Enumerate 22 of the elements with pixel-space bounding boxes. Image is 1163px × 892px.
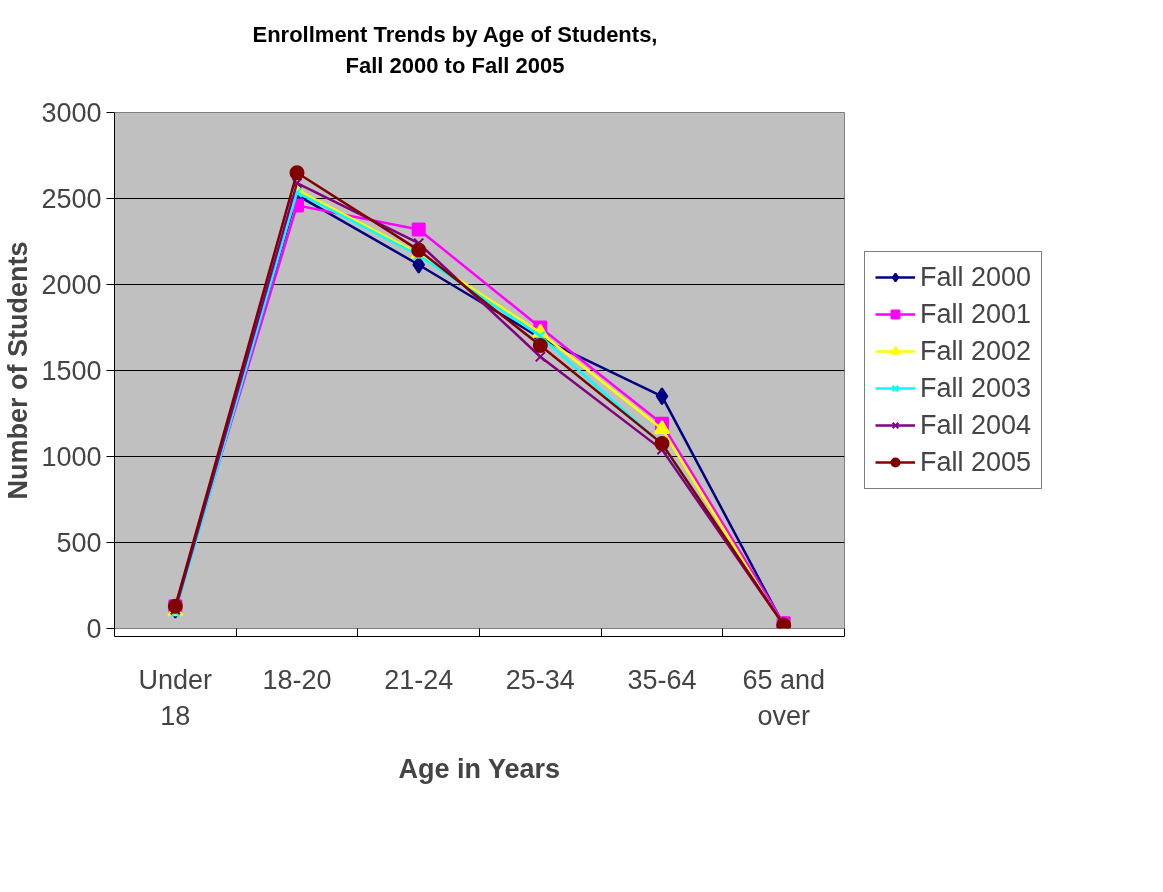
x-tick-label: 18-20 — [262, 664, 332, 695]
y-tick-label: 3000 — [41, 97, 102, 128]
legend-label: Fall 2000 — [920, 261, 1032, 293]
legend-label: Fall 2002 — [920, 335, 1032, 367]
y-tick-label: 0 — [86, 613, 102, 644]
x-axis-title: Age in Years — [398, 753, 561, 784]
y-tick-label: 1000 — [41, 441, 102, 472]
x-tick-label: 21-24 — [384, 664, 454, 695]
x-tick-label: 35-64 — [627, 664, 697, 695]
x-tick-label: Under 18 — [138, 664, 213, 731]
y-tick-label: 2500 — [41, 183, 102, 214]
chart-title: Enrollment Trends by Age of Students, Fall 2000 to Fall 2005 — [252, 21, 658, 80]
x-tick-label: 25-34 — [505, 664, 575, 695]
legend-label: Fall 2003 — [920, 372, 1032, 404]
legend-label: Fall 2004 — [920, 409, 1032, 441]
legend-label: Fall 2001 — [920, 298, 1032, 330]
y-axis-title: Number of Students — [3, 241, 34, 500]
y-tick-label: 2000 — [41, 269, 102, 300]
y-tick-label: 1500 — [41, 355, 102, 386]
y-tick-label: 500 — [56, 527, 102, 558]
x-tick-label: 65 and over — [742, 664, 825, 731]
legend-label: Fall 2005 — [920, 446, 1032, 478]
